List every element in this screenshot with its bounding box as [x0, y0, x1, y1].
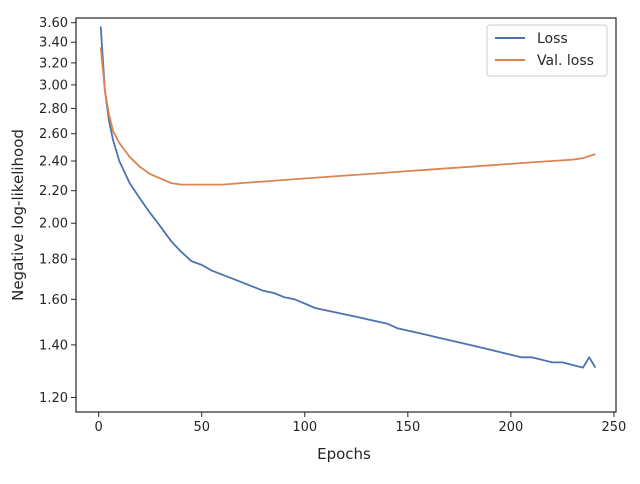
y-tick-label: 2.60 — [39, 127, 68, 142]
legend-label-val-loss: Val. loss — [537, 53, 594, 69]
x-tick-label: 150 — [395, 420, 420, 435]
y-tick-label: 1.80 — [39, 253, 68, 268]
x-axis-label: Epochs — [317, 445, 371, 463]
series-line-loss — [99, 26, 597, 369]
y-tick-label: 2.20 — [39, 184, 68, 199]
y-tick-label: 3.40 — [39, 36, 68, 51]
x-tick-label: 200 — [498, 420, 523, 435]
y-axis-label: Negative log-likelihood — [9, 129, 27, 301]
y-tick-label: 3.20 — [39, 56, 68, 71]
y-tick-label: 2.80 — [39, 102, 68, 117]
x-tick-label: 50 — [193, 420, 210, 435]
y-tick-label: 3.60 — [39, 16, 68, 31]
y-tick-label: 2.40 — [39, 155, 68, 170]
ticks-layer: 0 50 100 150 200 250 1.20 1.40 1.60 1.80 2.00 2.20 2… — [39, 16, 626, 435]
x-tick-label: 100 — [292, 420, 317, 435]
y-tick-label: 2.00 — [39, 217, 68, 232]
series-layer — [99, 26, 597, 369]
legend-label-loss: Loss — [537, 31, 568, 47]
y-tick-label: 1.40 — [39, 338, 68, 353]
y-tick-label: 1.20 — [39, 391, 68, 406]
y-tick-label: 1.60 — [39, 293, 68, 308]
series-line-val-loss — [99, 47, 596, 186]
x-tick-label: 250 — [602, 420, 627, 435]
legend: Loss Val. loss — [486, 24, 608, 77]
y-tick-label: 3.00 — [39, 78, 68, 93]
plot-frame — [75, 17, 617, 413]
x-tick-label: 0 — [95, 420, 103, 435]
